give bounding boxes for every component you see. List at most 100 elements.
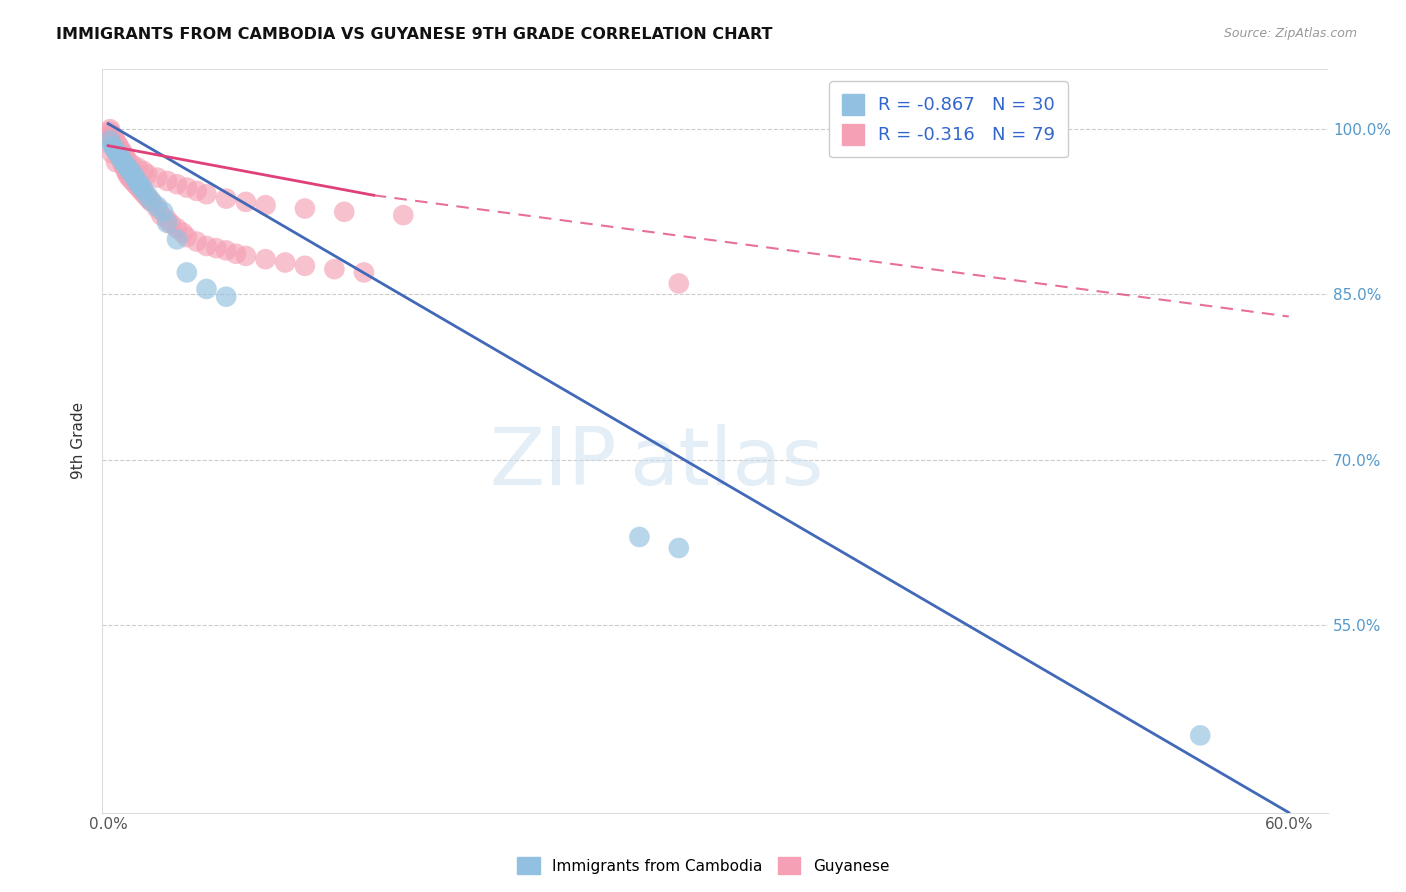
Point	[121, 166, 143, 180]
Text: Source: ZipAtlas.com: Source: ZipAtlas.com	[1223, 27, 1357, 40]
Point	[136, 190, 159, 204]
Point	[668, 277, 690, 291]
Point	[111, 155, 134, 169]
Point	[114, 151, 136, 165]
Point	[104, 155, 127, 169]
Text: IMMIGRANTS FROM CAMBODIA VS GUYANESE 9TH GRADE CORRELATION CHART: IMMIGRANTS FROM CAMBODIA VS GUYANESE 9TH…	[56, 27, 773, 42]
Point	[117, 166, 139, 180]
Point	[131, 180, 153, 194]
Point	[128, 182, 150, 196]
Point	[195, 282, 218, 296]
Point	[146, 202, 169, 216]
Point	[104, 134, 127, 148]
Text: atlas: atlas	[630, 424, 824, 502]
Point	[392, 208, 415, 222]
Point	[294, 202, 316, 216]
Point	[150, 208, 173, 222]
Point	[101, 129, 124, 144]
Point	[118, 163, 141, 178]
Point	[146, 170, 169, 185]
Point	[132, 186, 155, 200]
Point	[103, 136, 125, 150]
Point	[103, 137, 125, 152]
Point	[112, 147, 135, 161]
Point	[274, 255, 297, 269]
Point	[141, 194, 163, 209]
Point	[215, 290, 238, 304]
Point	[117, 161, 139, 175]
Point	[195, 187, 218, 202]
Point	[628, 530, 651, 544]
Point	[121, 157, 143, 171]
Point	[112, 160, 135, 174]
Point	[294, 259, 316, 273]
Point	[254, 252, 277, 267]
Point	[103, 131, 125, 145]
Point	[353, 265, 375, 279]
Point	[195, 239, 218, 253]
Point	[136, 188, 159, 202]
Point	[141, 194, 163, 208]
Point	[134, 188, 156, 202]
Point	[156, 174, 179, 188]
Point	[124, 171, 146, 186]
Point	[104, 142, 127, 156]
Point	[104, 140, 127, 154]
Point	[225, 246, 247, 260]
Point	[98, 133, 121, 147]
Point	[108, 141, 131, 155]
Point	[114, 159, 136, 173]
Point	[98, 122, 121, 136]
Point	[235, 194, 257, 209]
Point	[114, 164, 136, 178]
Point	[101, 128, 124, 142]
Point	[152, 204, 174, 219]
Point	[156, 216, 179, 230]
Point	[101, 133, 124, 147]
Point	[166, 178, 188, 192]
Point	[112, 157, 135, 171]
Point	[98, 124, 121, 138]
Y-axis label: 9th Grade: 9th Grade	[72, 402, 86, 479]
Legend: R = -0.867   N = 30, R = -0.316   N = 79: R = -0.867 N = 30, R = -0.316 N = 79	[830, 81, 1067, 157]
Point	[118, 170, 141, 185]
Point	[121, 173, 143, 187]
Point	[186, 184, 208, 198]
Point	[124, 178, 146, 192]
Point	[117, 154, 139, 169]
Point	[235, 249, 257, 263]
Point	[111, 153, 134, 167]
Point	[146, 199, 169, 213]
Point	[166, 232, 188, 246]
Point	[333, 204, 356, 219]
Point	[107, 137, 129, 152]
Point	[108, 151, 131, 165]
Point	[107, 144, 129, 158]
Point	[108, 150, 131, 164]
Point	[122, 175, 145, 189]
Point	[176, 265, 198, 279]
Text: ZIP: ZIP	[489, 424, 617, 502]
Point	[111, 153, 134, 167]
Point	[112, 155, 135, 169]
Point	[215, 244, 238, 258]
Point	[186, 235, 208, 249]
Point	[160, 217, 183, 231]
Point	[101, 138, 124, 153]
Point	[103, 141, 125, 155]
Point	[136, 167, 159, 181]
Point	[176, 230, 198, 244]
Point	[107, 146, 129, 161]
Point	[98, 127, 121, 141]
Point	[138, 193, 160, 207]
Point	[172, 226, 194, 240]
Point	[668, 541, 690, 555]
Point	[128, 178, 150, 192]
Point	[132, 183, 155, 197]
Point	[254, 198, 277, 212]
Point	[127, 161, 149, 175]
Point	[101, 146, 124, 161]
Point	[104, 144, 127, 158]
Point	[127, 179, 149, 194]
Point	[215, 192, 238, 206]
